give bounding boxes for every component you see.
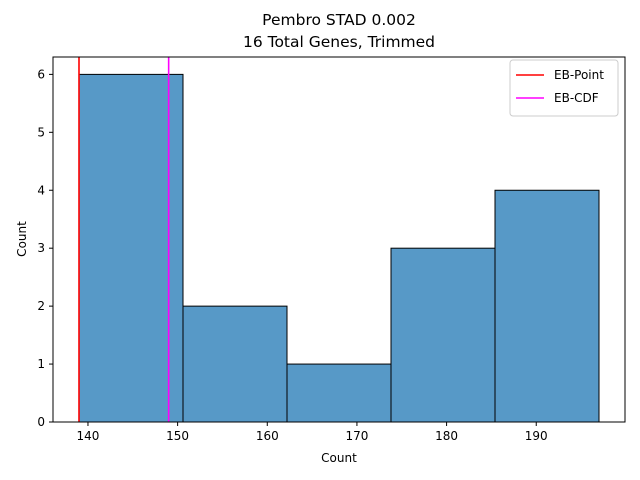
x-tick-label-150: 150 — [166, 429, 189, 443]
y-axis-label: Count — [15, 221, 29, 257]
y-tick-label-6: 6 — [37, 67, 45, 81]
histogram-bars — [78, 73, 600, 423]
y-tick-label-2: 2 — [37, 299, 45, 313]
y-tick-label-4: 4 — [37, 183, 45, 197]
histogram-bar-4 — [494, 189, 600, 423]
y-tick-label-5: 5 — [37, 125, 45, 139]
x-tick-label-190: 190 — [525, 429, 548, 443]
y-axis-ticks: 0 1 2 3 4 5 6 — [37, 67, 53, 429]
x-axis-ticks: 140 150 160 170 180 190 — [77, 422, 548, 443]
histogram-bar-3 — [390, 247, 496, 423]
legend-label-eb-cdf: EB-CDF — [554, 91, 599, 105]
y-tick-label-0: 0 — [37, 415, 45, 429]
legend-box — [509, 59, 619, 117]
x-tick-label-180: 180 — [435, 429, 458, 443]
plot-frame — [52, 56, 626, 423]
x-tick-label-160: 160 — [256, 429, 279, 443]
x-tick-label-140: 140 — [77, 429, 100, 443]
y-tick-label-1: 1 — [37, 357, 45, 371]
y-tick-label-3: 3 — [37, 241, 45, 255]
chart-title-line-1: Pembro STAD 0.002 — [262, 11, 416, 29]
histogram-bar-0 — [78, 73, 184, 423]
histogram-bar-1 — [182, 305, 288, 423]
legend-label-eb-point: EB-Point — [554, 68, 604, 82]
histogram-bar-2 — [286, 363, 392, 423]
reference-lines — [78, 57, 170, 422]
chart-title-line-2: 16 Total Genes, Trimmed — [243, 33, 435, 51]
x-axis-label: Count — [321, 451, 357, 465]
legend: EB-Point EB-CDF — [509, 59, 619, 117]
x-tick-label-170: 170 — [345, 429, 368, 443]
